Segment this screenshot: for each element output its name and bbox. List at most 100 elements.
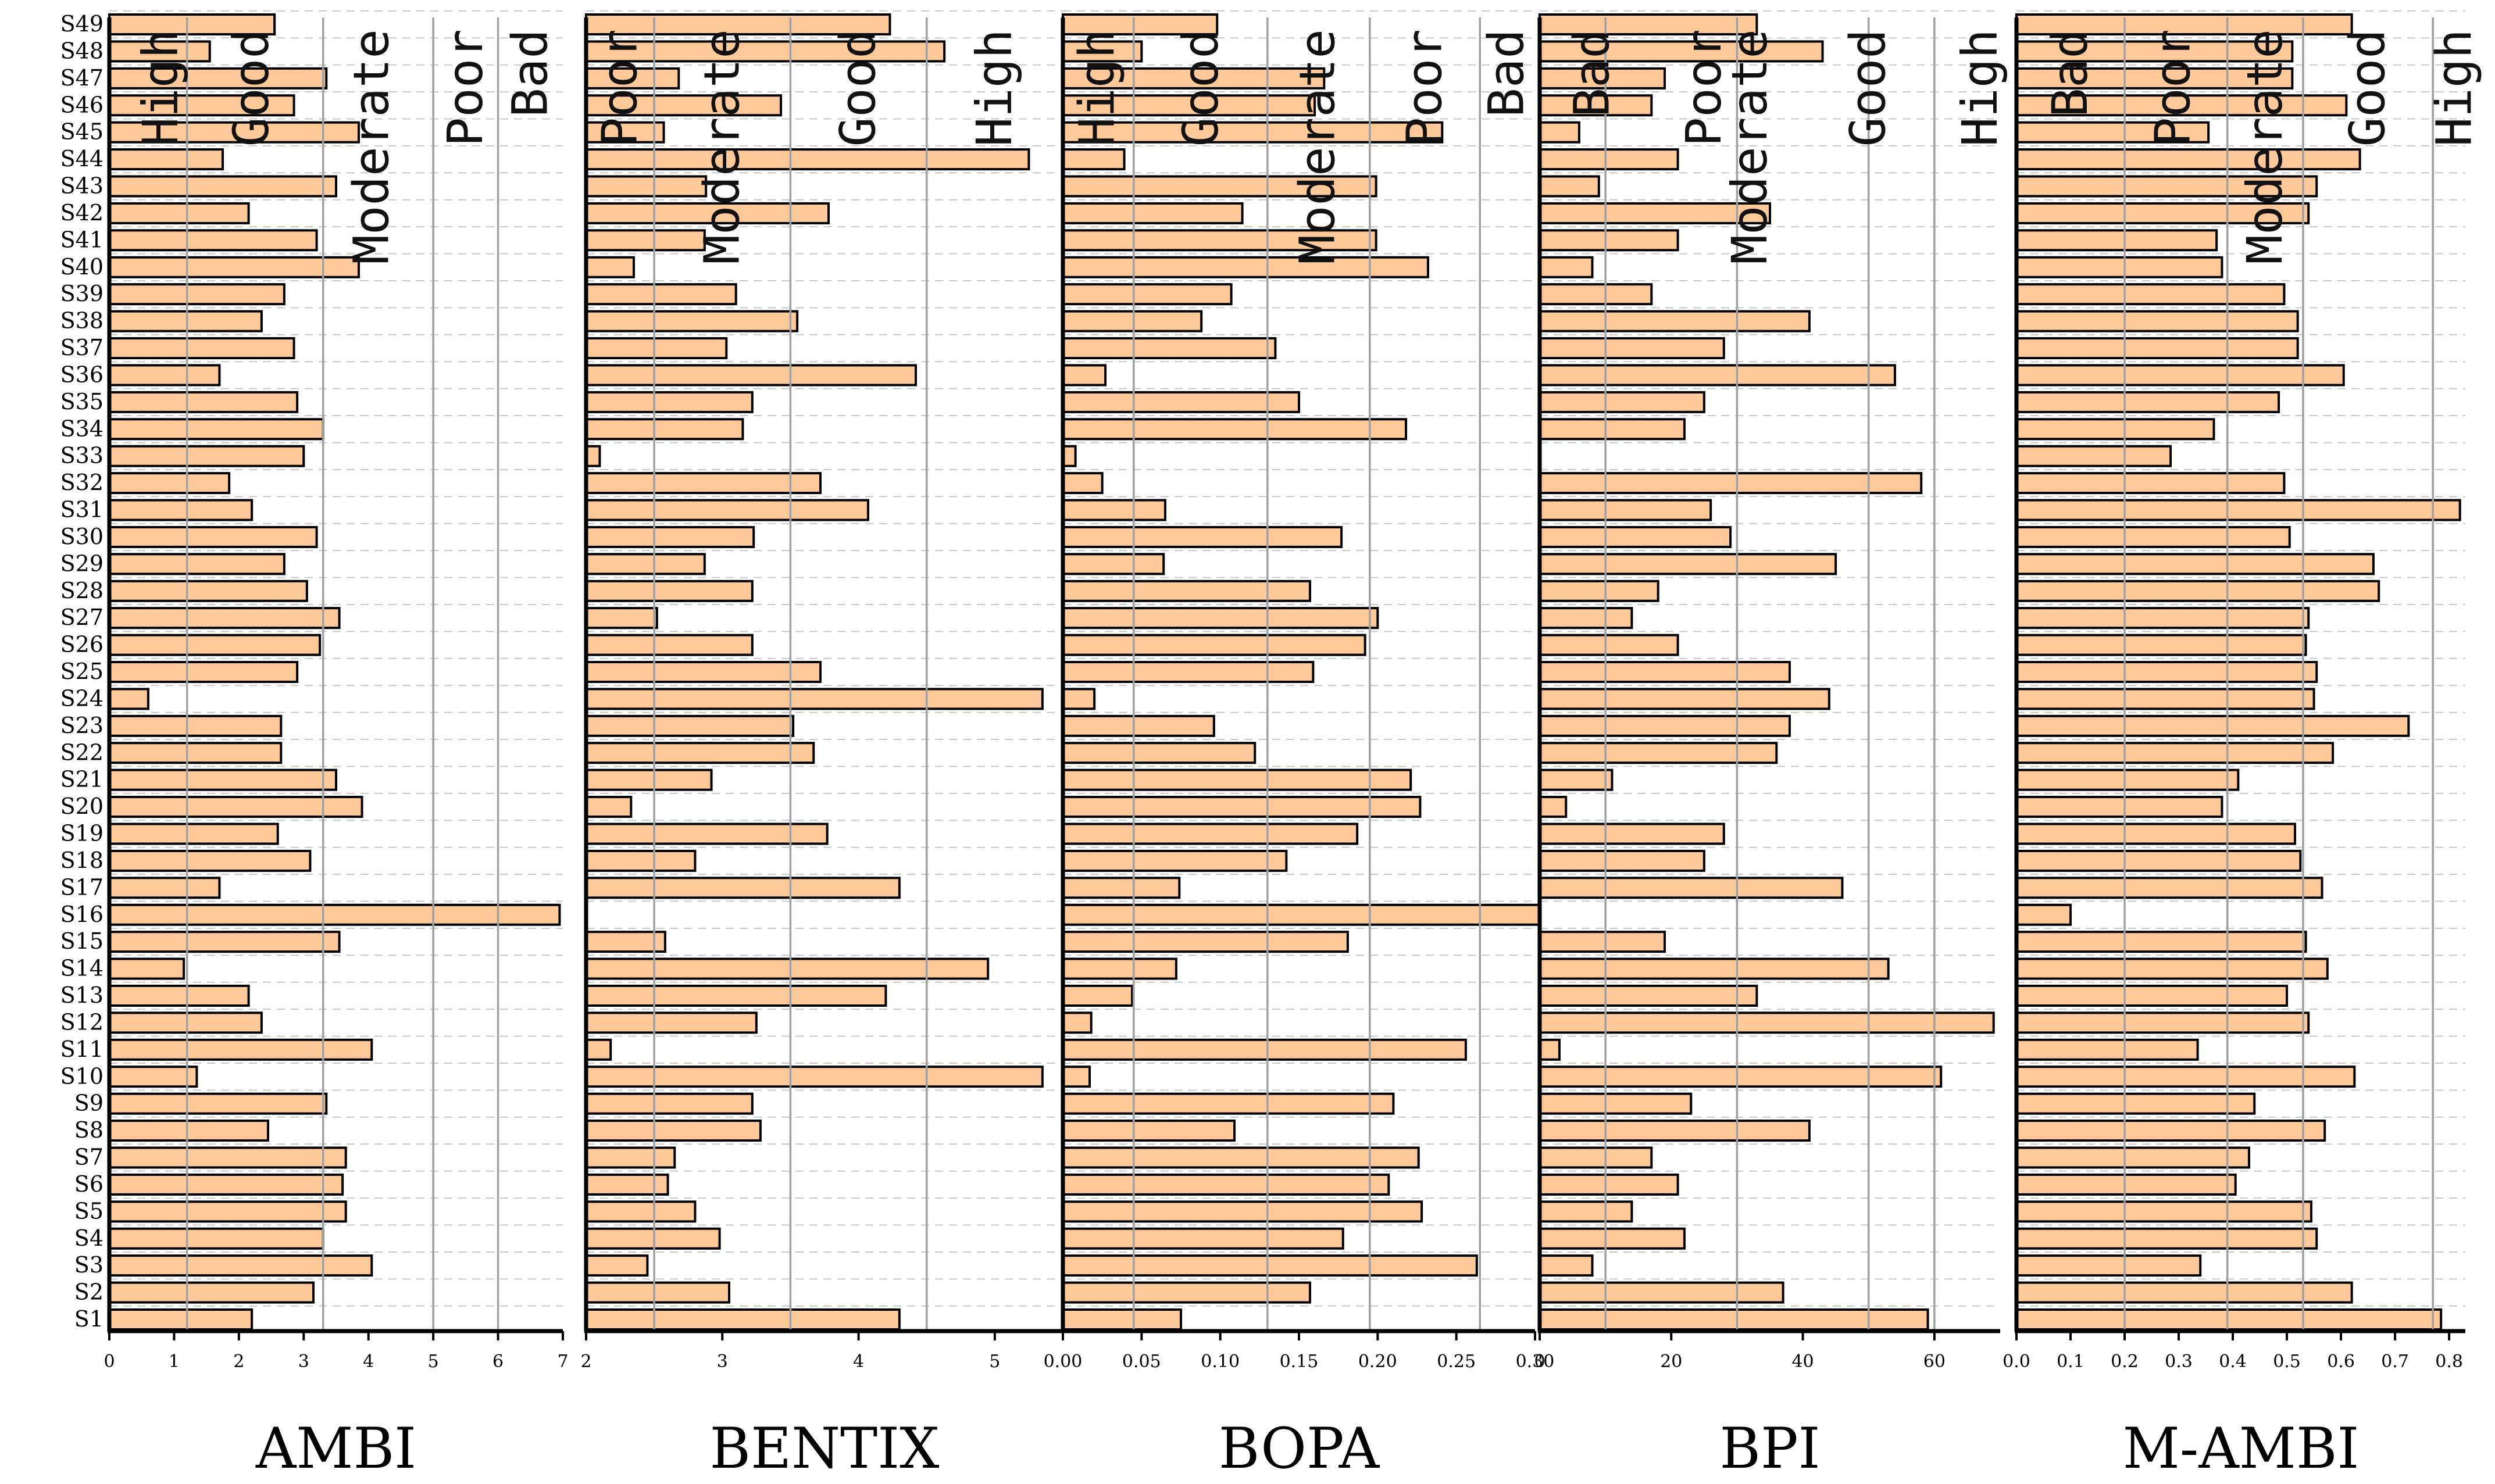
bar-bopa-s42 bbox=[1062, 202, 1244, 224]
bar-bentix-s5 bbox=[585, 1200, 697, 1223]
bar-bopa-s28 bbox=[1062, 580, 1311, 602]
x-tick-label: 0.8 bbox=[2435, 1351, 2463, 1372]
band-label-bad: Bad bbox=[1564, 29, 1620, 117]
bar-bpi-s42 bbox=[1539, 202, 1771, 224]
x-tick-label: 0.5 bbox=[2273, 1351, 2301, 1372]
bar-ambi-s6 bbox=[108, 1173, 344, 1196]
bar-bopa-s4 bbox=[1062, 1227, 1344, 1250]
x-tick-label: 6 bbox=[492, 1351, 504, 1372]
site-label-s34: S34 bbox=[60, 416, 103, 441]
bar-bpi-s35 bbox=[1539, 391, 1705, 413]
bar-bopa-s48 bbox=[1062, 40, 1143, 63]
bar-bentix-s14 bbox=[585, 957, 990, 980]
bar-bpi-s21 bbox=[1539, 768, 1614, 791]
band-label-moderate: Moderate bbox=[693, 29, 750, 264]
bar-bentix-s48 bbox=[585, 40, 946, 63]
bar-bopa-s2 bbox=[1062, 1281, 1311, 1304]
bar-bpi-s14 bbox=[1539, 957, 1890, 980]
bar-m-ambi-s4 bbox=[2015, 1227, 2318, 1250]
band-label-poor: Poor bbox=[2144, 29, 2201, 146]
bar-bopa-s24 bbox=[1062, 688, 1096, 710]
site-label-s2: S2 bbox=[74, 1279, 103, 1305]
bar-ambi-s47 bbox=[108, 67, 328, 90]
bar-m-ambi-s40 bbox=[2015, 256, 2223, 278]
bar-bentix-s29 bbox=[585, 553, 706, 575]
bar-ambi-s48 bbox=[108, 40, 211, 63]
bar-m-ambi-s43 bbox=[2015, 175, 2318, 198]
bar-ambi-s36 bbox=[108, 364, 221, 387]
bar-m-ambi-s9 bbox=[2015, 1092, 2256, 1115]
panel-title-ambi: AMBI bbox=[255, 1416, 416, 1481]
panel-bopa: High Good Moderate Poor Bad 0.00 0.05 0.10 0.15 0… bbox=[1044, 10, 1555, 1481]
bar-m-ambi-s27 bbox=[2015, 607, 2310, 630]
bar-bopa-s20 bbox=[1062, 796, 1422, 818]
bar-m-ambi-s18 bbox=[2015, 849, 2302, 872]
bar-ambi-s33 bbox=[108, 445, 305, 467]
bar-ambi-s19 bbox=[108, 823, 279, 845]
bar-bentix-s37 bbox=[585, 337, 728, 359]
band-label-moderate: Moderate bbox=[1288, 29, 1345, 264]
bar-m-ambi-s20 bbox=[2015, 796, 2223, 818]
x-tick-label: 2 bbox=[580, 1351, 591, 1372]
bar-bpi-s9 bbox=[1539, 1092, 1693, 1115]
bar-bentix-s7 bbox=[585, 1146, 676, 1169]
bar-ambi-s2 bbox=[108, 1281, 315, 1304]
bar-bentix-s27 bbox=[585, 607, 658, 630]
site-label-s7: S7 bbox=[74, 1145, 103, 1170]
bar-bpi-s40 bbox=[1539, 256, 1594, 278]
site-label-s40: S40 bbox=[60, 254, 103, 280]
site-label-s5: S5 bbox=[74, 1198, 103, 1224]
bar-m-ambi-s2 bbox=[2015, 1281, 2353, 1304]
bar-bentix-s30 bbox=[585, 525, 755, 548]
panel-title-bpi: BPI bbox=[1719, 1416, 1820, 1481]
bar-bentix-s19 bbox=[585, 823, 829, 845]
x-tick-label: 0.2 bbox=[2111, 1351, 2139, 1372]
bar-bentix-s10 bbox=[585, 1065, 1044, 1088]
bar-bopa-s16 bbox=[1062, 903, 1541, 926]
bar-bentix-s11 bbox=[585, 1038, 612, 1061]
band-label-good: Good bbox=[2339, 29, 2396, 146]
bar-bopa-s15 bbox=[1062, 931, 1349, 953]
bar-bentix-s33 bbox=[585, 445, 601, 467]
bar-m-ambi-s41 bbox=[2015, 229, 2218, 252]
bar-bopa-s10 bbox=[1062, 1065, 1091, 1088]
bar-m-ambi-s44 bbox=[2015, 148, 2361, 171]
x-tick-label: 0.15 bbox=[1280, 1351, 1319, 1372]
bar-m-ambi-s7 bbox=[2015, 1146, 2250, 1169]
bar-m-ambi-s19 bbox=[2015, 823, 2297, 845]
bar-bopa-s17 bbox=[1062, 877, 1181, 899]
site-label-s35: S35 bbox=[60, 389, 103, 414]
bar-m-ambi-s12 bbox=[2015, 1011, 2310, 1034]
bar-m-ambi-s8 bbox=[2015, 1120, 2326, 1142]
bar-ambi-s38 bbox=[108, 310, 263, 332]
bar-m-ambi-s13 bbox=[2015, 985, 2289, 1007]
bar-m-ambi-s15 bbox=[2015, 931, 2307, 953]
bar-bpi-s39 bbox=[1539, 283, 1653, 306]
x-tick-label: 0.0 bbox=[2003, 1351, 2030, 1372]
bar-m-ambi-s6 bbox=[2015, 1173, 2237, 1196]
band-label-good: Good bbox=[1172, 29, 1229, 146]
x-tick-label: 0 bbox=[103, 1351, 115, 1372]
bar-bpi-s49 bbox=[1539, 13, 1758, 35]
site-label-s9: S9 bbox=[74, 1090, 103, 1116]
x-tick-label: 0.30 bbox=[1516, 1351, 1555, 1372]
bar-bpi-s17 bbox=[1539, 877, 1844, 899]
bar-m-ambi-s37 bbox=[2015, 337, 2299, 359]
x-tick-label: 0.1 bbox=[2057, 1351, 2084, 1372]
site-label-s4: S4 bbox=[74, 1225, 103, 1251]
bar-bopa-s49 bbox=[1062, 13, 1219, 35]
bar-bentix-s46 bbox=[585, 94, 783, 117]
bar-bopa-s6 bbox=[1062, 1173, 1390, 1196]
x-tick-label: 0.7 bbox=[2381, 1351, 2409, 1372]
site-label-s32: S32 bbox=[60, 470, 103, 495]
x-tick-label: 3 bbox=[298, 1351, 309, 1372]
bar-bpi-s7 bbox=[1539, 1146, 1653, 1169]
bar-bpi-s18 bbox=[1539, 849, 1705, 872]
site-label-s36: S36 bbox=[60, 362, 103, 387]
site-label-s15: S15 bbox=[60, 928, 103, 954]
bar-bpi-s31 bbox=[1539, 499, 1712, 521]
bar-bpi-s25 bbox=[1539, 661, 1791, 683]
site-label-s25: S25 bbox=[60, 659, 103, 684]
bar-m-ambi-s23 bbox=[2015, 714, 2410, 737]
bar-bopa-s31 bbox=[1062, 499, 1166, 521]
